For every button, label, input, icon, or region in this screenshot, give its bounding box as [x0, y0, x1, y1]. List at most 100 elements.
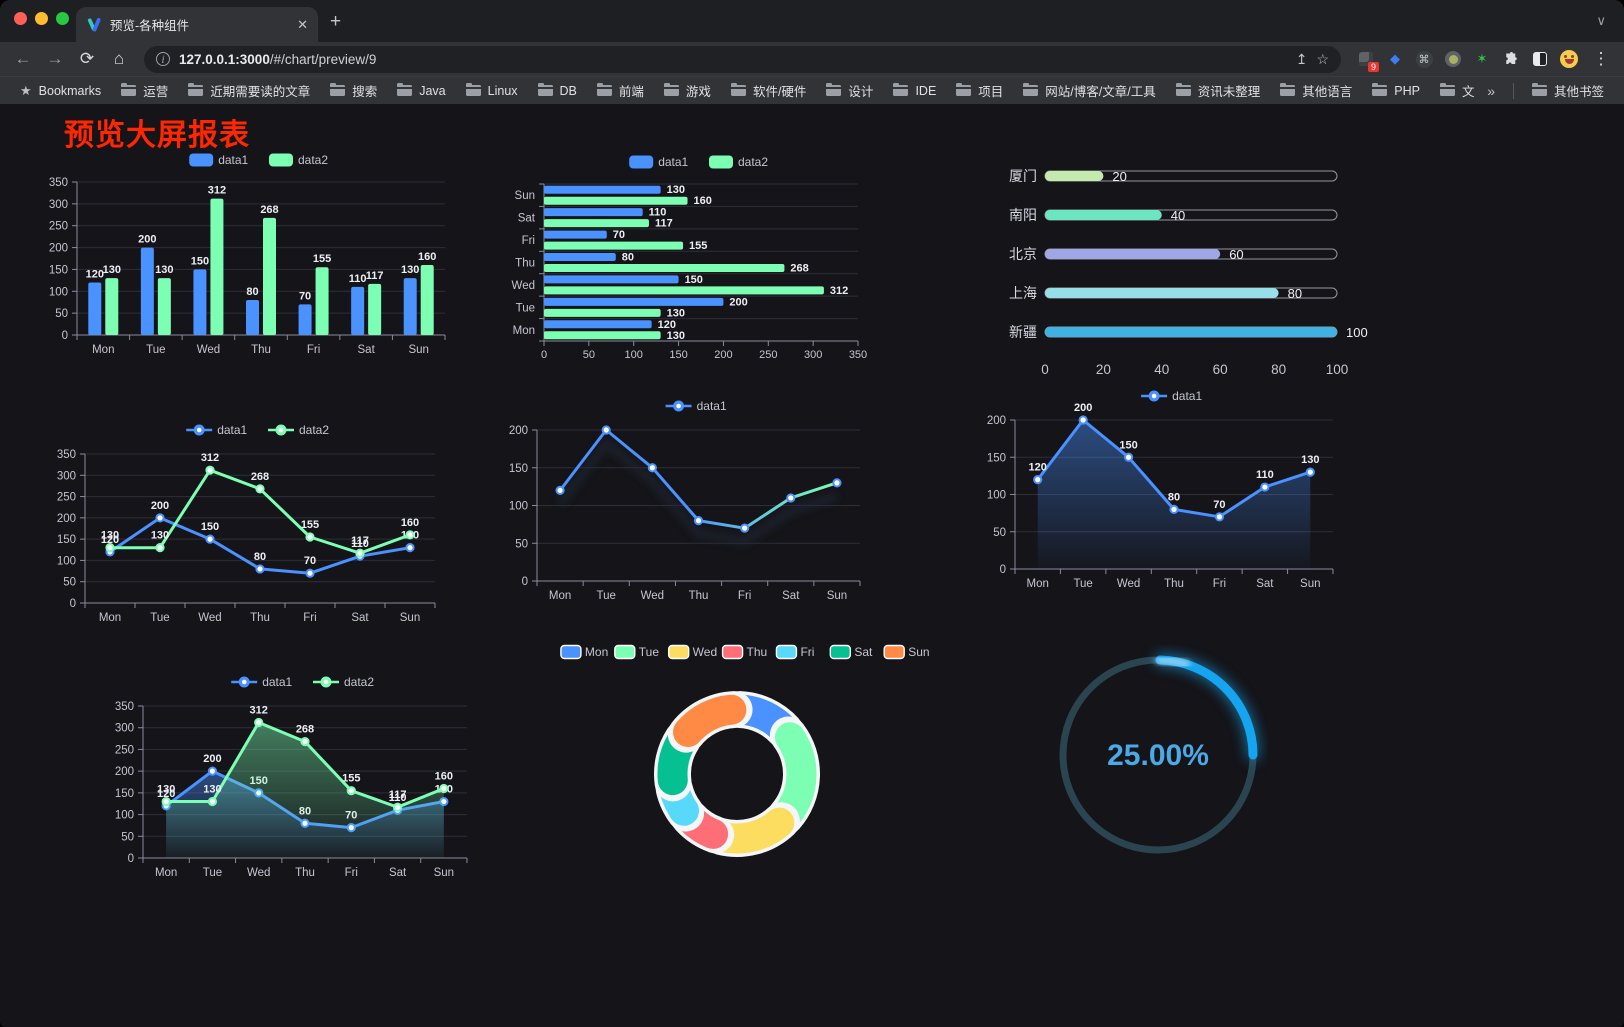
zoom-window-button[interactable]	[56, 12, 69, 25]
svg-text:Fri: Fri	[800, 645, 814, 659]
svg-text:100: 100	[509, 501, 528, 513]
bookmark-item[interactable]: 资讯未整理	[1168, 78, 1269, 103]
svg-text:117: 117	[351, 535, 369, 547]
minimize-window-button[interactable]	[35, 12, 48, 25]
share-icon[interactable]: ↥	[1295, 50, 1308, 67]
svg-text:Wed: Wed	[693, 645, 717, 659]
address-bar[interactable]: i 127.0.0.1:3000/#/chart/preview/9 ↥ ☆	[144, 45, 1341, 73]
folder-icon	[330, 82, 346, 96]
folder-icon	[1175, 82, 1191, 96]
progress-bar-list-chart[interactable]: 厦门 20 南阳 40 北京 60 上海 80 新疆 100 0 20 40 60 80 100	[985, 152, 1385, 390]
svg-text:Wed: Wed	[197, 344, 220, 356]
svg-text:Wed: Wed	[247, 867, 270, 879]
bookmark-item[interactable]: 其他语言	[1272, 78, 1360, 103]
svg-text:Wed: Wed	[1117, 578, 1140, 590]
folder-icon	[956, 82, 972, 96]
bookmark-item[interactable]: Java	[389, 81, 453, 101]
bookmarks-bar: ★ Bookmarks 运营 近期需要读的文章 搜索 Java Linux DB 前端 游戏 软件/…	[0, 76, 1624, 104]
star-extension-icon[interactable]: ✶	[1476, 51, 1488, 66]
svg-text:Sat: Sat	[854, 645, 873, 659]
svg-text:350: 350	[115, 701, 134, 713]
folder-icon	[663, 82, 679, 96]
svg-text:0: 0	[1041, 362, 1049, 377]
svg-text:50: 50	[121, 831, 134, 843]
bookmark-item[interactable]: Linux	[458, 81, 526, 101]
two-series-line-chart[interactable]: 0 50 100 150 200 250 300 350 Mon Tue Wed Thu Fri Sat S…	[40, 418, 460, 635]
bookmark-item[interactable]: 运营	[113, 78, 176, 103]
bookmarks-list: ★ Bookmarks 运营 近期需要读的文章 搜索 Java Linux DB 前端 游戏 软件/…	[12, 78, 1475, 103]
folder-icon	[893, 82, 909, 96]
bookmark-item[interactable]: 项目	[948, 78, 1011, 103]
url-text[interactable]: 127.0.0.1:3000/#/chart/preview/9	[179, 52, 376, 67]
profile-avatar-icon[interactable]	[1560, 50, 1578, 68]
svg-text:130: 130	[155, 264, 173, 276]
dark-mode-extension-icon[interactable]	[1531, 50, 1549, 68]
svg-text:Thu: Thu	[251, 344, 271, 356]
svg-text:Wed: Wed	[512, 280, 535, 292]
svg-text:80: 80	[1271, 362, 1286, 377]
dot-extension-icon[interactable]	[1444, 50, 1462, 68]
svg-text:150: 150	[115, 788, 134, 800]
bookmark-item[interactable]: 搜索	[322, 78, 385, 103]
bookmark-item[interactable]: ★ Bookmarks	[20, 82, 102, 98]
menu-icon[interactable]: ⋮	[1592, 49, 1610, 68]
folder-icon	[1439, 82, 1455, 96]
bookmarks-overflow-icon[interactable]: »	[1487, 82, 1495, 99]
svg-text:Tue: Tue	[203, 867, 222, 879]
bookmark-item[interactable]: 游戏	[656, 78, 719, 103]
home-button[interactable]: ⌂	[113, 49, 125, 68]
reload-button[interactable]: ⟳	[79, 49, 95, 68]
svg-text:100: 100	[1326, 362, 1349, 377]
svg-text:Sun: Sun	[434, 867, 454, 879]
svg-text:130: 130	[103, 264, 121, 276]
bookmark-item[interactable]: 设计	[818, 78, 881, 103]
svg-text:Tue: Tue	[639, 645, 660, 659]
svg-text:data1: data1	[217, 423, 247, 437]
bookmark-item[interactable]: 近期需要读的文章	[180, 78, 318, 103]
svg-text:25.00%: 25.00%	[1107, 739, 1209, 772]
horizontal-grouped-bar-chart[interactable]: 0 50 100 150 200 250 300 350 Sun Sat Fri Thu Wed Tue M…	[498, 150, 890, 367]
bookmark-item[interactable]: DB	[530, 81, 585, 101]
other-bookmarks-button[interactable]: 其他书签	[1524, 78, 1612, 103]
tab-close-icon[interactable]: ✕	[297, 16, 308, 32]
svg-text:200: 200	[57, 513, 76, 525]
bookmark-star-icon[interactable]: ☆	[1316, 50, 1329, 67]
folder-icon	[730, 82, 746, 96]
svg-text:Mon: Mon	[155, 867, 177, 879]
new-tab-button[interactable]: +	[330, 11, 342, 32]
donut-pie-chart[interactable]: Mon Tue Wed Thu Fri Sat Sun	[545, 634, 945, 892]
svg-text:Tue: Tue	[597, 590, 616, 602]
single-area-line-chart[interactable]: 0 50 100 150 200 Mon Tue Wed Thu Fri Sat Sun 120 200 1…	[975, 384, 1355, 599]
blocker-extension-icon[interactable]: 9	[1357, 50, 1379, 72]
svg-text:Wed: Wed	[641, 590, 664, 602]
folder-icon	[1280, 82, 1296, 96]
back-button[interactable]: ←	[14, 49, 32, 68]
bookmark-item[interactable]: PHP	[1364, 81, 1428, 101]
site-info-icon[interactable]: i	[156, 52, 170, 66]
command-extension-icon[interactable]: ⌘	[1415, 50, 1433, 68]
forward-button[interactable]: →	[46, 49, 64, 68]
svg-text:100: 100	[57, 555, 76, 567]
svg-text:155: 155	[342, 773, 360, 785]
circular-progress-gauge[interactable]: 25.00%	[1048, 645, 1268, 865]
bookmark-item[interactable]: 文件服务器	[1432, 78, 1475, 103]
vertical-grouped-bar-chart[interactable]: 0 50 100 150 200 250 300 350 Mon Tue Wed Thu Fri Sat S…	[35, 148, 465, 365]
puzzle-extension-icon[interactable]	[1502, 50, 1520, 68]
bookmark-item[interactable]: IDE	[885, 81, 944, 101]
bookmark-item[interactable]: 前端	[589, 78, 652, 103]
bookmark-item[interactable]: 网站/博客/文章/工具	[1015, 78, 1163, 103]
svg-text:80: 80	[246, 286, 258, 298]
two-series-area-line-chart[interactable]: 0 50 100 150 200 250 300 350 Mon Tue Wed Thu Fri Sat S…	[95, 670, 495, 888]
svg-text:130: 130	[157, 784, 175, 796]
gradient-line-chart[interactable]: 0 50 100 150 200 Mon Tue Wed Thu Fri Sat Sun data1	[495, 394, 885, 613]
svg-text:60: 60	[1213, 362, 1228, 377]
close-window-button[interactable]	[14, 12, 27, 25]
browser-tab[interactable]: 预览-各种组件 ✕	[76, 7, 318, 42]
bookmark-item[interactable]: 软件/硬件	[723, 78, 814, 103]
folder-icon	[596, 82, 612, 96]
folder-icon	[397, 82, 413, 96]
svg-text:Sat: Sat	[1256, 578, 1274, 590]
lamp-extension-icon[interactable]: ◆	[1390, 51, 1400, 66]
tab-search-chevron-icon[interactable]: ∨	[1596, 13, 1606, 28]
svg-text:100: 100	[49, 286, 68, 298]
